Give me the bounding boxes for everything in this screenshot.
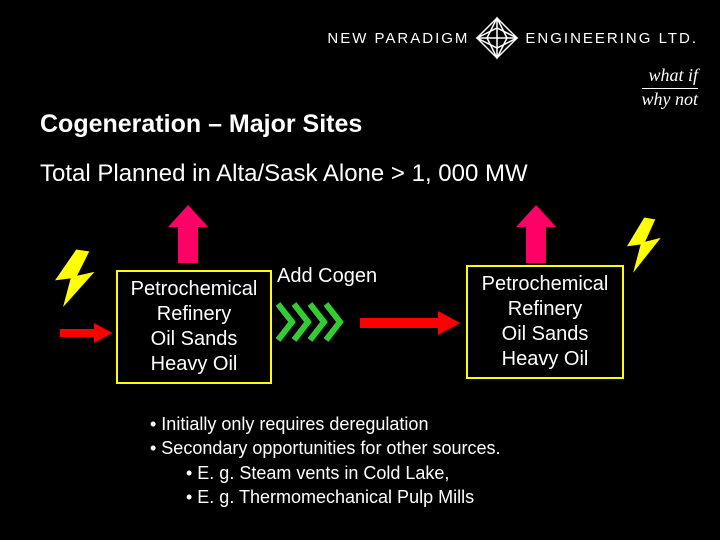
bullet-line: • E. g. Thermomechanical Pulp Mills bbox=[150, 485, 501, 509]
company-name-left: NEW PARADIGM bbox=[327, 30, 469, 47]
tagline: what if why not bbox=[642, 66, 699, 110]
arrow-up-icon bbox=[516, 205, 556, 263]
bullet-line: • E. g. Steam vents in Cold Lake, bbox=[150, 461, 501, 485]
lightning-icon bbox=[620, 215, 670, 277]
box-line: Refinery bbox=[476, 297, 614, 322]
source-box-right: Petrochemical Refinery Oil Sands Heavy O… bbox=[466, 265, 624, 379]
add-cogen-label: Add Cogen bbox=[277, 265, 377, 288]
box-line: Petrochemical bbox=[126, 277, 262, 302]
arrow-right-icon bbox=[60, 321, 112, 345]
diamond-logo-icon bbox=[475, 16, 519, 60]
box-line: Oil Sands bbox=[126, 327, 262, 352]
company-header: NEW PARADIGM ENGINEERING LTD. bbox=[327, 16, 698, 60]
slide-title: Cogeneration – Major Sites bbox=[40, 110, 362, 139]
slide-subtitle: Total Planned in Alta/Sask Alone > 1, 00… bbox=[40, 160, 528, 188]
arrow-up-icon bbox=[168, 205, 208, 263]
arrow-right-icon bbox=[360, 311, 460, 335]
diagram-area: Petrochemical Refinery Oil Sands Heavy O… bbox=[40, 195, 680, 415]
source-box-left: Petrochemical Refinery Oil Sands Heavy O… bbox=[116, 270, 272, 384]
box-line: Petrochemical bbox=[476, 272, 614, 297]
company-name-right: ENGINEERING LTD. bbox=[525, 30, 698, 47]
bullet-line: • Initially only requires deregulation bbox=[150, 412, 501, 436]
box-line: Heavy Oil bbox=[126, 352, 262, 377]
bullet-block: • Initially only requires deregulation •… bbox=[150, 412, 501, 509]
bullet-line: • Secondary opportunities for other sour… bbox=[150, 436, 501, 460]
lightning-icon bbox=[46, 247, 110, 311]
box-line: Refinery bbox=[126, 302, 262, 327]
box-line: Heavy Oil bbox=[476, 347, 614, 372]
chevrons-right-icon bbox=[274, 300, 344, 344]
box-line: Oil Sands bbox=[476, 322, 614, 347]
tagline-line-1: what if bbox=[642, 66, 699, 89]
tagline-line-2: why not bbox=[642, 90, 699, 110]
